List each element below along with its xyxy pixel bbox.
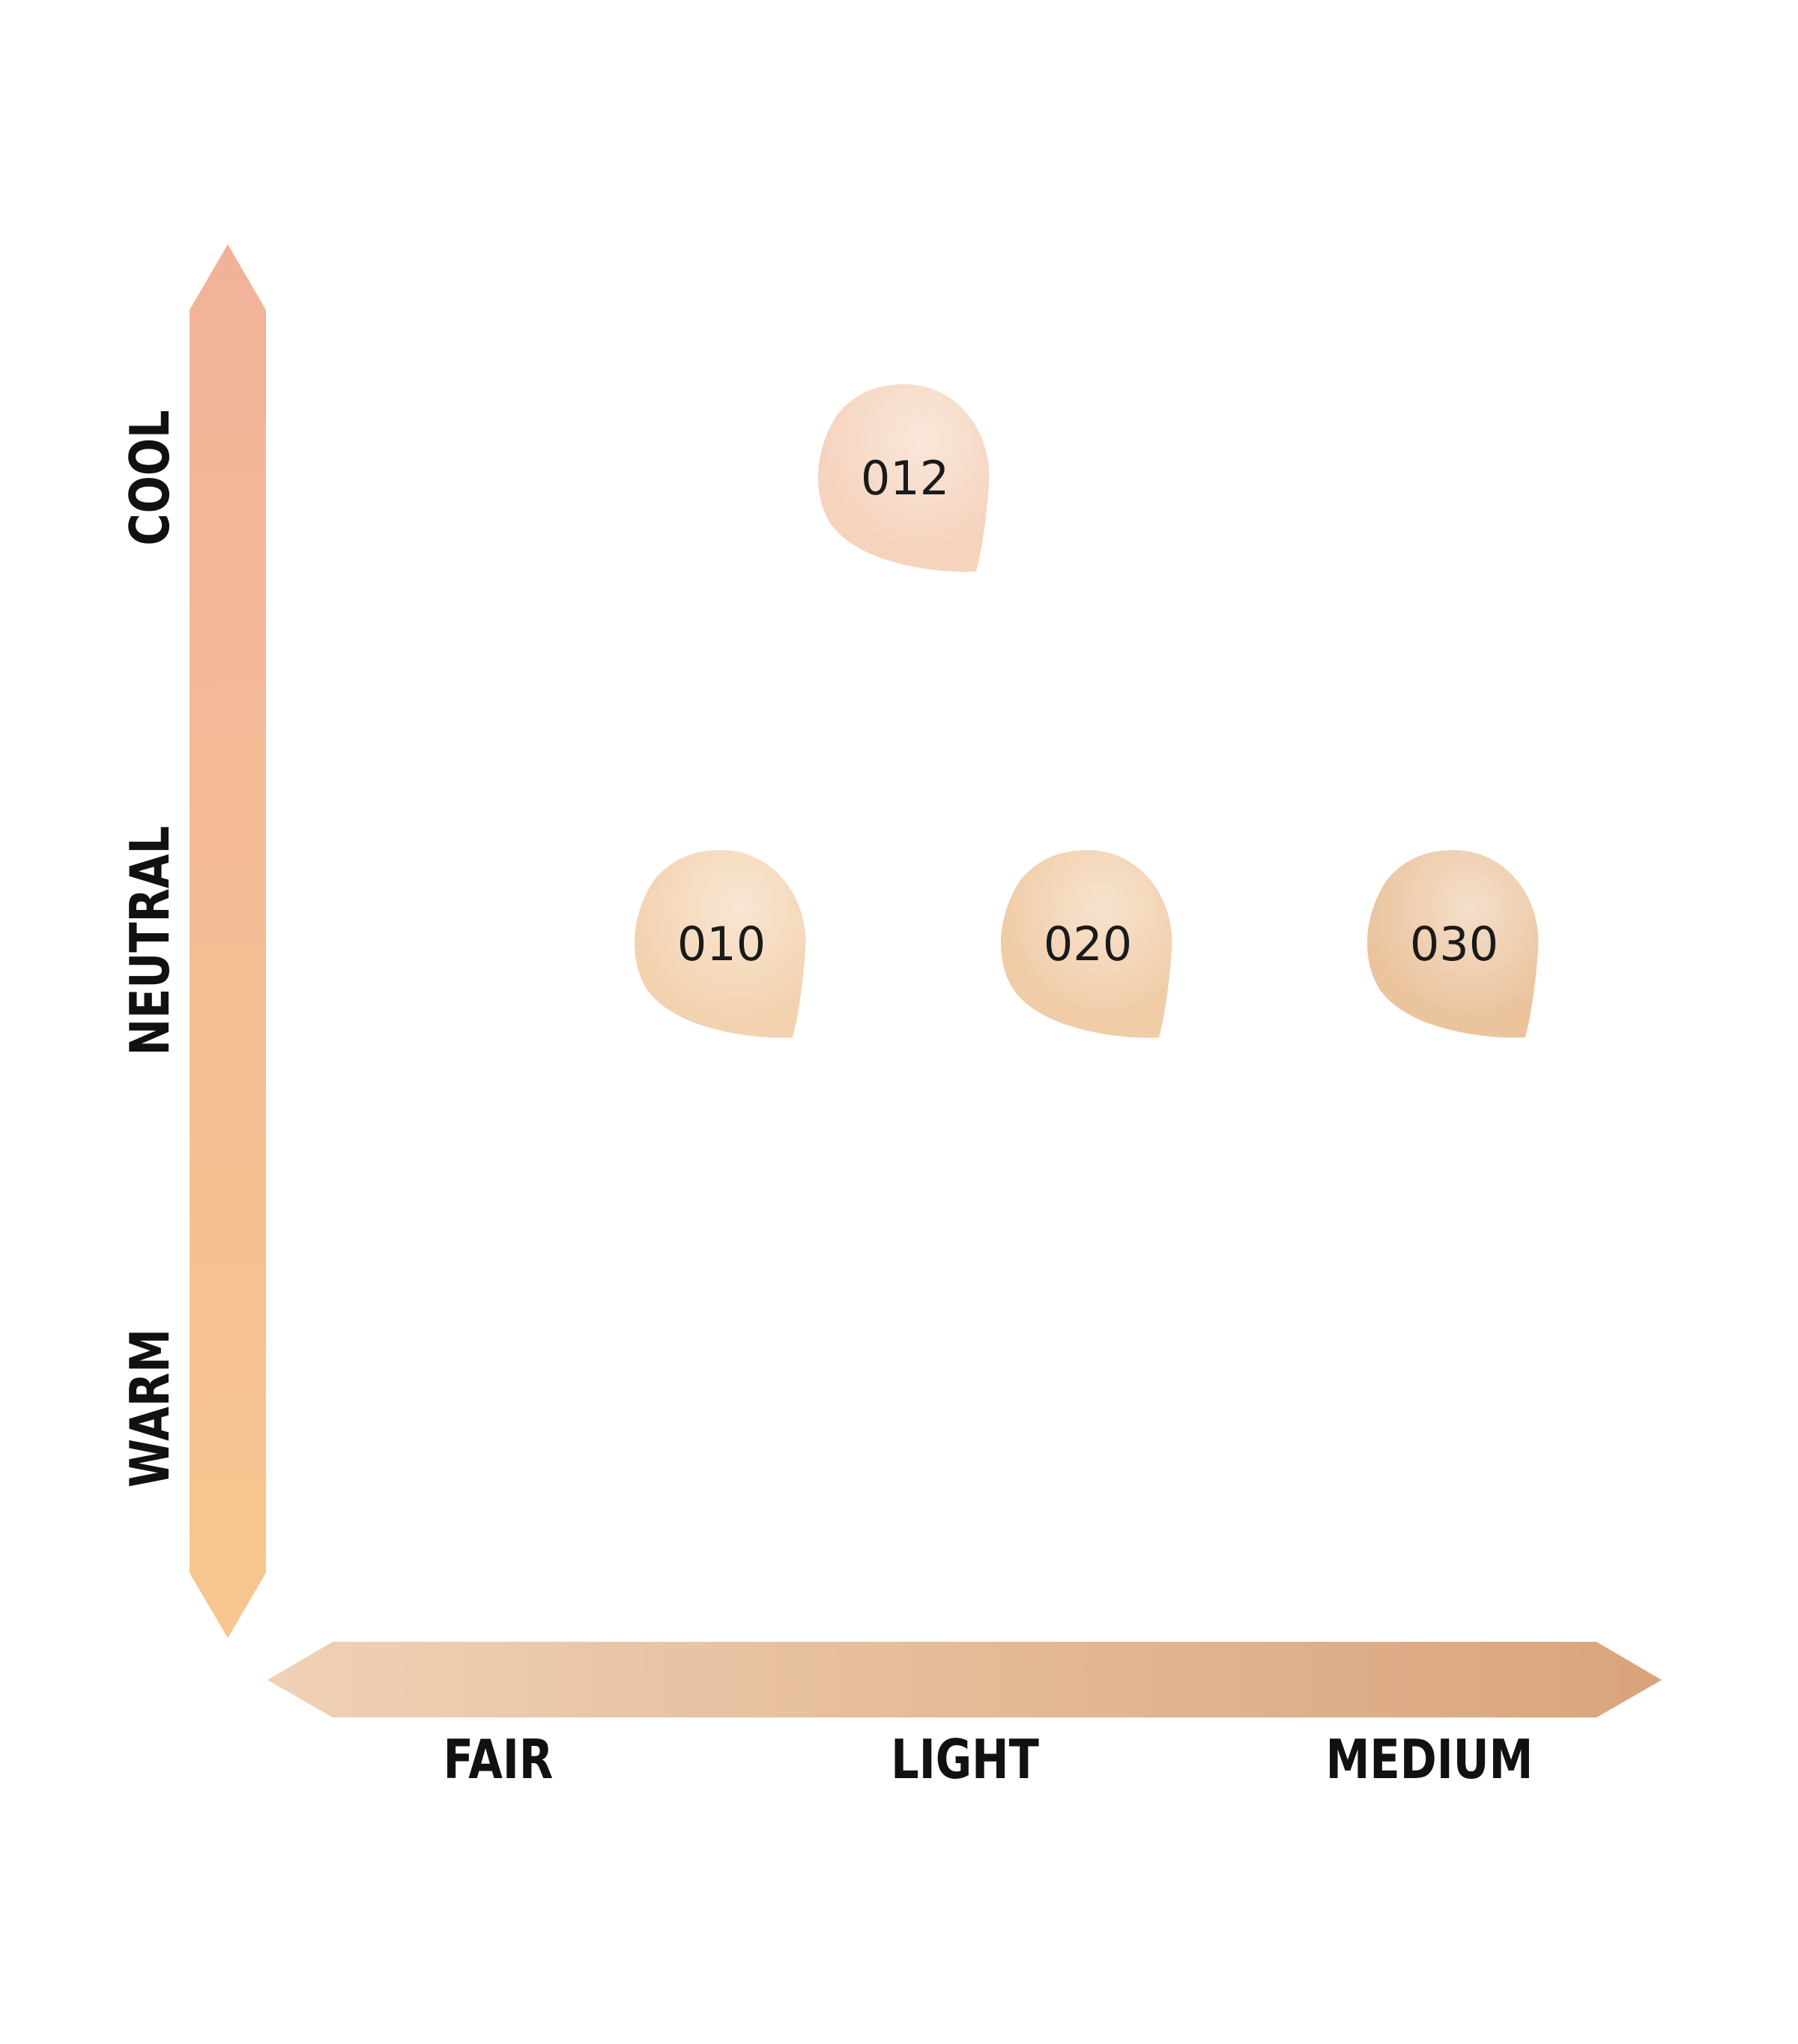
swatch: 030 <box>1366 850 1539 1038</box>
swatch-label: 010 <box>677 917 766 971</box>
y-axis-label: COOL <box>118 410 181 545</box>
swatch-label: 012 <box>861 451 949 506</box>
swatch-label: 030 <box>1410 917 1498 971</box>
swatch: 010 <box>634 850 806 1038</box>
x-axis-arrow <box>267 1642 1662 1717</box>
x-axis-label: LIGHT <box>891 1728 1039 1791</box>
y-axis-label: NEUTRAL <box>118 826 181 1056</box>
x-axis-label: FAIR <box>444 1728 554 1791</box>
y-axis-arrow <box>190 244 266 1638</box>
swatch: 020 <box>1000 850 1172 1038</box>
swatch: 012 <box>817 384 990 572</box>
x-axis-label: MEDIUM <box>1326 1728 1534 1791</box>
swatch-label: 020 <box>1044 917 1132 971</box>
y-axis-label: WARM <box>118 1329 181 1487</box>
